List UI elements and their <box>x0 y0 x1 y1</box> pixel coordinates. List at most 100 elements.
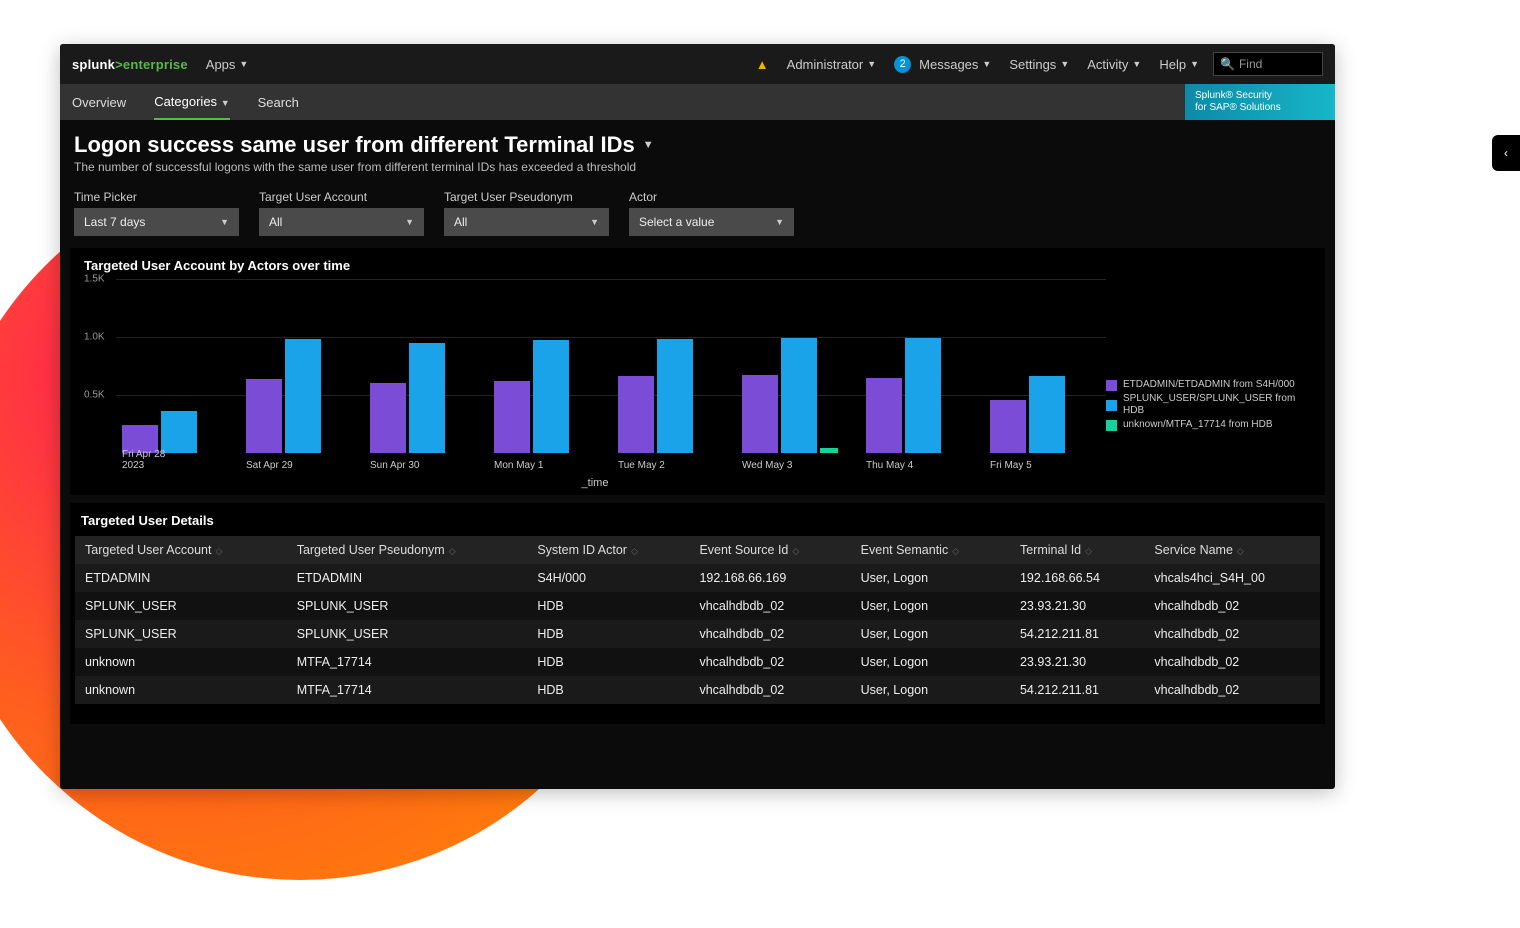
messages-label: Messages <box>919 57 978 72</box>
filter-pseudonym-dropdown[interactable]: All ▼ <box>444 208 609 236</box>
warning-icon[interactable]: ▲ <box>756 57 769 72</box>
chart-bar[interactable] <box>990 400 1026 453</box>
chart-bar[interactable] <box>866 378 902 453</box>
table-row[interactable]: unknownMTFA_17714HDBvhcalhdbdb_02User, L… <box>75 676 1320 704</box>
chart-bar-group <box>494 340 569 453</box>
table-cell: 192.168.66.169 <box>689 564 850 592</box>
filter-actor-dropdown[interactable]: Select a value ▼ <box>629 208 794 236</box>
column-label: Service Name <box>1154 543 1233 557</box>
activity-menu[interactable]: Activity ▼ <box>1087 57 1141 72</box>
chart-x-axis-title: _time <box>582 477 609 489</box>
nav-overview[interactable]: Overview <box>72 86 126 119</box>
chart-x-tick: Fri May 5 <box>990 460 1032 471</box>
chart-y-tick: 0.5K <box>84 390 105 401</box>
legend-item[interactable]: ETDADMIN/ETDADMIN from S4H/000 <box>1106 379 1311 391</box>
nav-categories[interactable]: Categories ▼ <box>154 85 229 120</box>
chevron-down-icon: ▼ <box>775 217 784 227</box>
table-cell: vhcalhdbdb_02 <box>1144 676 1320 704</box>
side-panel-toggle[interactable]: ‹ <box>1492 135 1520 171</box>
table-cell: vhcals4hci_S4H_00 <box>1144 564 1320 592</box>
table-row[interactable]: ETDADMINETDADMINS4H/000192.168.66.169Use… <box>75 564 1320 592</box>
table-cell: 54.212.211.81 <box>1010 676 1144 704</box>
chart-wrap: 1.5K1.0K0.5KFri Apr 282023Sat Apr 29Sun … <box>84 279 1311 489</box>
table-column-header[interactable]: Terminal Id◇ <box>1010 536 1144 564</box>
chart-x-tick: Fri Apr 282023 <box>122 449 165 471</box>
table-cell: SPLUNK_USER <box>287 620 528 648</box>
chart-bar[interactable] <box>246 379 282 453</box>
chart-bar[interactable] <box>781 338 817 453</box>
chart-y-tick: 1.0K <box>84 332 105 343</box>
table-column-header[interactable]: Targeted User Account◇ <box>75 536 287 564</box>
chart-bar[interactable] <box>494 381 530 454</box>
table-column-header[interactable]: System ID Actor◇ <box>527 536 689 564</box>
legend-swatch <box>1106 380 1117 391</box>
chart-bar-group <box>990 376 1065 453</box>
filter-actor: Actor Select a value ▼ <box>629 190 794 236</box>
chart-bar[interactable] <box>618 376 654 453</box>
chart-bar[interactable] <box>533 340 569 453</box>
table-cell: User, Logon <box>851 620 1010 648</box>
page-title: Logon success same user from different T… <box>74 132 1321 158</box>
column-label: System ID Actor <box>537 543 627 557</box>
chart-bar[interactable] <box>409 343 445 453</box>
chart-bar[interactable] <box>161 411 197 453</box>
legend-item[interactable]: SPLUNK_USER/SPLUNK_USER from HDB <box>1106 393 1311 417</box>
table-cell: User, Logon <box>851 648 1010 676</box>
table-cell: vhcalhdbdb_02 <box>689 592 850 620</box>
chevron-down-icon[interactable]: ▼ <box>643 139 654 151</box>
table-cell: vhcalhdbdb_02 <box>1144 620 1320 648</box>
chart-bar[interactable] <box>657 339 693 453</box>
chevron-down-icon: ▼ <box>867 59 876 69</box>
sort-icon: ◇ <box>792 546 799 556</box>
chart-bar[interactable] <box>370 383 406 453</box>
legend-item[interactable]: unknown/MTFA_17714 from HDB <box>1106 419 1311 431</box>
legend-label: ETDADMIN/ETDADMIN from S4H/000 <box>1123 379 1295 391</box>
administrator-menu[interactable]: Administrator ▼ <box>787 57 877 72</box>
chart-plot <box>116 279 1106 453</box>
brand-suffix: enterprise <box>123 57 188 72</box>
chevron-down-icon: ▼ <box>405 217 414 227</box>
sap-security-badge[interactable]: Splunk® Security for SAP® Solutions <box>1185 84 1335 120</box>
filter-account: Target User Account All ▼ <box>259 190 424 236</box>
table-cell: vhcalhdbdb_02 <box>689 648 850 676</box>
chart-bar[interactable] <box>905 338 941 453</box>
brand-gt: > <box>115 57 123 72</box>
column-label: Event Source Id <box>699 543 788 557</box>
chart-bar-group <box>866 338 941 453</box>
table-column-header[interactable]: Targeted User Pseudonym◇ <box>287 536 528 564</box>
column-label: Targeted User Account <box>85 543 211 557</box>
filter-account-dropdown[interactable]: All ▼ <box>259 208 424 236</box>
table-column-header[interactable]: Event Source Id ◇ <box>689 536 850 564</box>
filter-time-label: Time Picker <box>74 190 239 204</box>
table-cell: User, Logon <box>851 564 1010 592</box>
settings-menu[interactable]: Settings ▼ <box>1009 57 1069 72</box>
table-cell: unknown <box>75 648 287 676</box>
table-cell: HDB <box>527 592 689 620</box>
table-cell: SPLUNK_USER <box>75 620 287 648</box>
filter-actor-value: Select a value <box>639 215 714 229</box>
apps-menu[interactable]: Apps ▼ <box>206 57 249 72</box>
chart-bar[interactable] <box>1029 376 1065 453</box>
chart-bar[interactable] <box>285 339 321 453</box>
table-column-header[interactable]: Service Name◇ <box>1144 536 1320 564</box>
topbar: splunk>enterprise Apps ▼ ▲ Administrator… <box>60 44 1335 84</box>
chevron-down-icon: ▼ <box>221 98 230 108</box>
chart-bar[interactable] <box>820 448 838 453</box>
table-cell: S4H/000 <box>527 564 689 592</box>
administrator-label: Administrator <box>787 57 864 72</box>
find-input[interactable]: 🔍 Find <box>1213 52 1323 76</box>
table-row[interactable]: SPLUNK_USERSPLUNK_USERHDBvhcalhdbdb_02Us… <box>75 620 1320 648</box>
table-column-header[interactable]: Event Semantic◇ <box>851 536 1010 564</box>
nav-search[interactable]: Search <box>258 86 299 119</box>
help-menu[interactable]: Help ▼ <box>1159 57 1199 72</box>
filter-time-dropdown[interactable]: Last 7 days ▼ <box>74 208 239 236</box>
table-row[interactable]: unknownMTFA_17714HDBvhcalhdbdb_02User, L… <box>75 648 1320 676</box>
table-cell: ETDADMIN <box>75 564 287 592</box>
brand-logo: splunk>enterprise <box>72 57 188 72</box>
legend-label: SPLUNK_USER/SPLUNK_USER from HDB <box>1123 393 1311 417</box>
table-row[interactable]: SPLUNK_USERSPLUNK_USERHDBvhcalhdbdb_02Us… <box>75 592 1320 620</box>
messages-menu[interactable]: 2 Messages ▼ <box>894 56 991 73</box>
filter-account-value: All <box>269 215 282 229</box>
chart-bar-group <box>742 338 838 453</box>
chart-bar[interactable] <box>742 375 778 453</box>
